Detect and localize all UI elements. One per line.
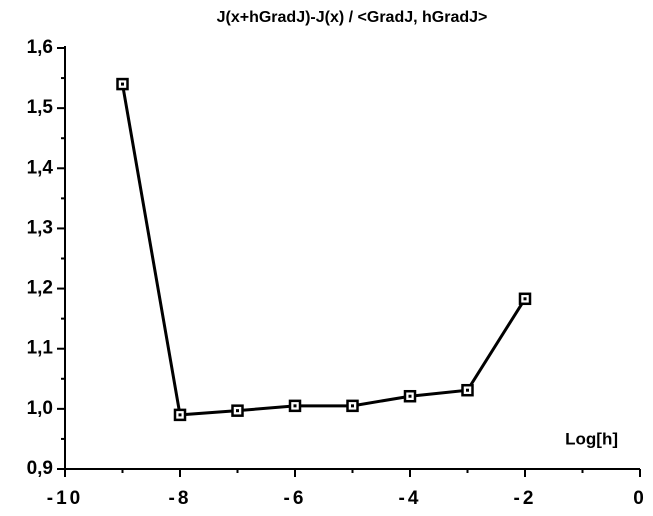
x-tick-label: -6: [284, 488, 307, 509]
y-tick-label: 1,0: [27, 398, 53, 419]
y-tick-label: 1,5: [27, 97, 54, 118]
data-point-dot: [178, 413, 182, 417]
x-tick-label: -8: [169, 488, 192, 509]
x-tick-label: 0: [633, 488, 647, 509]
data-point-dot: [408, 394, 412, 398]
data-point-dot: [293, 404, 297, 408]
data-point-dot: [351, 404, 354, 408]
y-tick-label: 1,4: [27, 157, 54, 178]
y-tick-label: 0,9: [27, 458, 53, 479]
data-point-dot: [236, 409, 239, 413]
y-tick-label: 1,6: [27, 37, 53, 58]
y-tick-label: 1,2: [27, 278, 53, 299]
data-point-dot: [466, 388, 469, 392]
chart-title: J(x+hGradJ)-J(x) / <GradJ, hGradJ>: [217, 9, 488, 26]
y-tick-label: 1,3: [27, 217, 53, 238]
data-point-dot: [121, 82, 124, 86]
series-line: [121, 83, 527, 417]
x-axis-label: Log[h]: [565, 429, 618, 448]
y-tick-label: 1,1: [27, 338, 54, 359]
data-point-dot: [523, 297, 527, 301]
x-tick-label: -10: [47, 488, 83, 509]
x-tick-label: -2: [514, 488, 537, 509]
x-tick-label: -4: [399, 488, 422, 509]
